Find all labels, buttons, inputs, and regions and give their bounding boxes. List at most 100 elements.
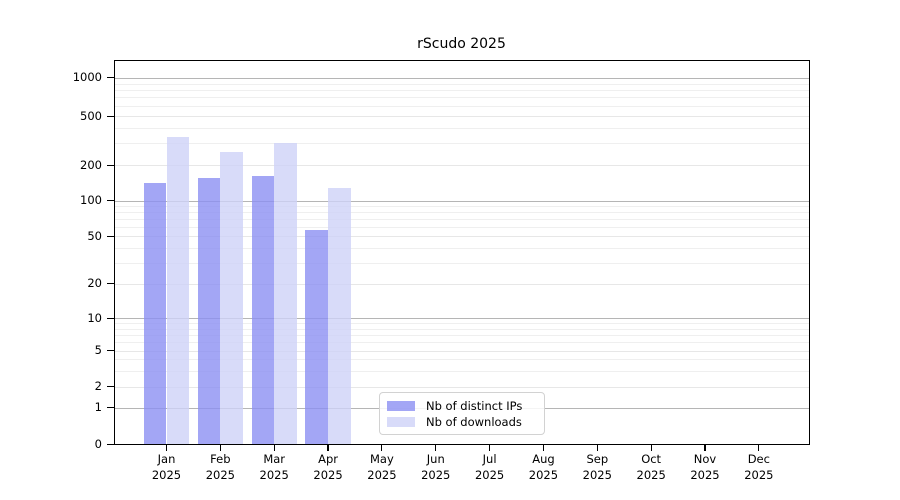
x-tick-oct [650,445,652,451]
y-tick-label-5: 5 [94,343,102,357]
legend: Nb of distinct IPs Nb of downloads [379,392,545,435]
gridline-3 [114,370,810,372]
x-tick-label-jun: Jun 2025 [406,452,466,483]
y-tick-label-1000: 1000 [72,70,102,85]
x-label-year: 2025 [151,467,182,482]
gridline-100 [114,200,810,202]
x-tick-sep [596,445,598,451]
bar-downloads-apr [328,188,351,445]
y-tick-label-2: 2 [94,379,102,394]
x-tick-jan [165,445,168,451]
gridline-900 [114,83,810,85]
gridline-5 [114,350,810,352]
x-tick-apr [327,445,329,451]
gridline-300 [114,143,810,145]
gridline-500 [114,116,810,117]
x-label-year: 2025 [313,467,343,482]
x-label-month: Apr [318,452,338,466]
x-tick-label-oct: Oct 2025 [621,452,681,483]
y-tick-label-100: 100 [80,193,102,207]
bar-distinct-ips-apr [305,230,328,445]
y-tick-label-500: 500 [80,108,102,123]
x-tick-label-feb: Feb 2025 [190,452,250,483]
gridline-20 [114,283,810,285]
y-tick-label-1: 1 [94,400,102,414]
y-tick-label-0: 0 [94,436,102,451]
x-label-month: Oct [641,452,662,466]
gridline-8 [114,328,810,330]
x-label-month: Feb [210,452,231,466]
x-label-year: 2025 [367,467,397,482]
bar-distinct-ips-mar [251,176,275,445]
gridline-200 [114,165,810,166]
legend-swatch-distinct-ips [387,401,415,411]
legend-item-downloads: Nb of downloads [387,414,536,430]
x-label-month: Nov [693,452,717,466]
x-label-year: 2025 [474,467,505,482]
x-label-year: 2025 [636,467,666,482]
y-tick-label-200: 200 [80,157,102,172]
x-tick-jun [435,445,437,451]
y-tick-500 [107,115,114,117]
gridline-70 [114,218,810,220]
x-label-month: Aug [532,452,555,466]
gridline-6 [114,342,810,343]
gridline-400 [114,127,810,129]
y-tick-2 [107,386,114,388]
x-label-year: 2025 [421,467,451,482]
x-label-month: Dec [747,452,770,466]
x-tick-feb [219,445,221,451]
bar-downloads-feb [220,152,243,445]
x-label-year: 2025 [528,467,559,482]
legend-swatch-downloads [387,417,415,427]
x-tick-label-sep: Sep 2025 [567,452,627,483]
x-tick-jul [489,445,491,451]
gridline-700 [114,97,810,99]
gridline-60 [114,226,810,228]
bar-downloads-mar [274,142,297,445]
legend-label-downloads: Nb of downloads [426,415,522,429]
y-tick-label-10: 10 [87,310,102,325]
x-label-month: Mar [263,452,286,466]
gridline-30 [114,262,810,264]
x-tick-nov [704,445,706,451]
gridline-1000 [114,77,810,79]
legend-label-distinct-ips: Nb of distinct IPs [426,399,523,413]
x-tick-label-mar: Mar 2025 [244,452,304,483]
x-tick-dec [758,445,760,451]
x-label-year: 2025 [582,467,612,482]
y-tick-200 [107,164,114,166]
x-tick-label-apr: Apr 2025 [298,452,358,483]
x-tick-aug [542,445,545,451]
x-tick-label-jan: Jan 2025 [137,452,197,483]
gridline-90 [114,205,810,207]
bar-distinct-ips-feb [197,177,221,445]
gridline-10 [114,318,810,320]
gridline-2 [114,386,810,388]
x-label-year: 2025 [259,467,289,482]
x-label-month: Jan [157,452,176,466]
y-tick-5 [107,350,114,352]
x-label-year: 2025 [690,467,720,482]
bar-distinct-ips-jan [143,183,167,445]
y-tick-20 [107,283,114,285]
gridline-80 [114,211,810,213]
gridline-7 [114,334,810,336]
gridline-600 [114,105,810,107]
y-tick-100 [107,200,114,202]
x-label-month: Sep [586,452,609,466]
y-tick-10 [107,317,114,319]
gridline-4 [114,359,810,361]
chart-title: rScudo 2025 [417,36,506,52]
x-label-month: Jun [426,452,445,466]
gridline-9 [114,323,810,325]
x-tick-label-aug: Aug 2025 [513,452,573,483]
gridline-50 [114,236,810,237]
x-tick-label-dec: Dec 2025 [729,452,789,483]
x-tick-label-may: May 2025 [352,452,412,483]
y-tick-1000 [107,77,114,79]
x-tick-label-nov: Nov 2025 [675,452,735,483]
x-tick-label-jul: Jul 2025 [460,452,520,483]
legend-item-distinct-ips: Nb of distinct IPs [387,398,536,414]
